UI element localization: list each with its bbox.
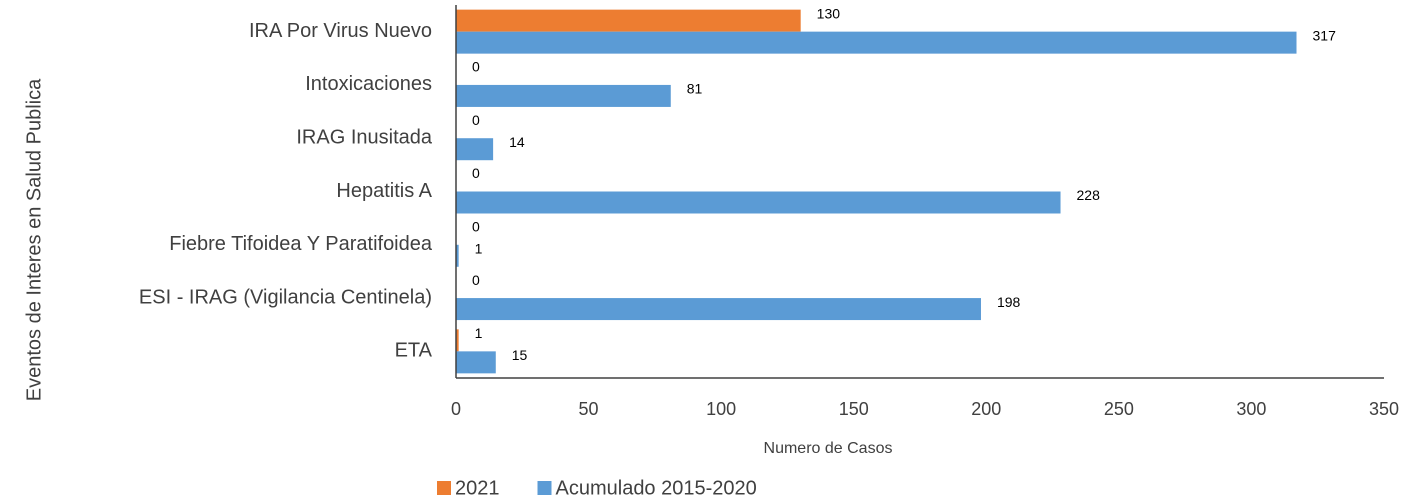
- data-label: 0: [472, 59, 480, 75]
- y-tick-label: ESI - IRAG (Vigilancia Centinela): [139, 286, 432, 308]
- bar: [456, 298, 981, 321]
- y-axis-title: Eventos de Interes en Salud Publica: [23, 78, 45, 401]
- bar: [456, 138, 494, 161]
- x-tick-label: 250: [1104, 399, 1134, 419]
- bar: [456, 31, 1297, 54]
- x-tick-label: 100: [706, 399, 736, 419]
- y-tick-label: ETA: [395, 340, 433, 362]
- legend-swatch: [437, 481, 451, 495]
- bar: [456, 244, 459, 267]
- data-label: 228: [1077, 187, 1101, 203]
- bar: [456, 191, 1061, 214]
- data-label: 0: [472, 112, 480, 128]
- data-label: 14: [509, 134, 525, 150]
- data-label: 317: [1313, 27, 1337, 43]
- y-tick-label: IRA Por Virus Nuevo: [249, 20, 432, 42]
- y-tick-label: Fiebre Tifoidea Y Paratifoidea: [169, 233, 433, 255]
- bar: [456, 84, 671, 107]
- data-label: 0: [472, 218, 480, 234]
- bar: [456, 9, 801, 32]
- bar: [456, 351, 496, 374]
- y-tick-label: Intoxicaciones: [305, 73, 432, 95]
- data-label: 0: [472, 272, 480, 288]
- x-tick-label: 300: [1236, 399, 1266, 419]
- data-label: 1: [475, 240, 483, 256]
- x-axis-title: Numero de Casos: [764, 440, 893, 457]
- data-label: 1: [475, 325, 483, 341]
- legend-swatch: [537, 481, 552, 495]
- x-tick-label: 0: [451, 399, 461, 419]
- data-label: 130: [817, 5, 841, 21]
- legend-label: Acumulado 2015-2020: [556, 477, 757, 499]
- data-label: 81: [687, 81, 703, 97]
- data-label: 15: [512, 347, 528, 363]
- data-label: 0: [472, 165, 480, 181]
- legend-label: 2021: [455, 477, 500, 499]
- bar: [456, 329, 459, 352]
- y-tick-label: IRAG Inusitada: [296, 126, 433, 148]
- x-tick-label: 50: [579, 399, 599, 419]
- data-label: 198: [997, 294, 1021, 310]
- x-tick-label: 150: [839, 399, 869, 419]
- x-tick-label: 200: [971, 399, 1001, 419]
- y-tick-label: Hepatitis A: [336, 180, 432, 202]
- x-tick-label: 350: [1369, 399, 1399, 419]
